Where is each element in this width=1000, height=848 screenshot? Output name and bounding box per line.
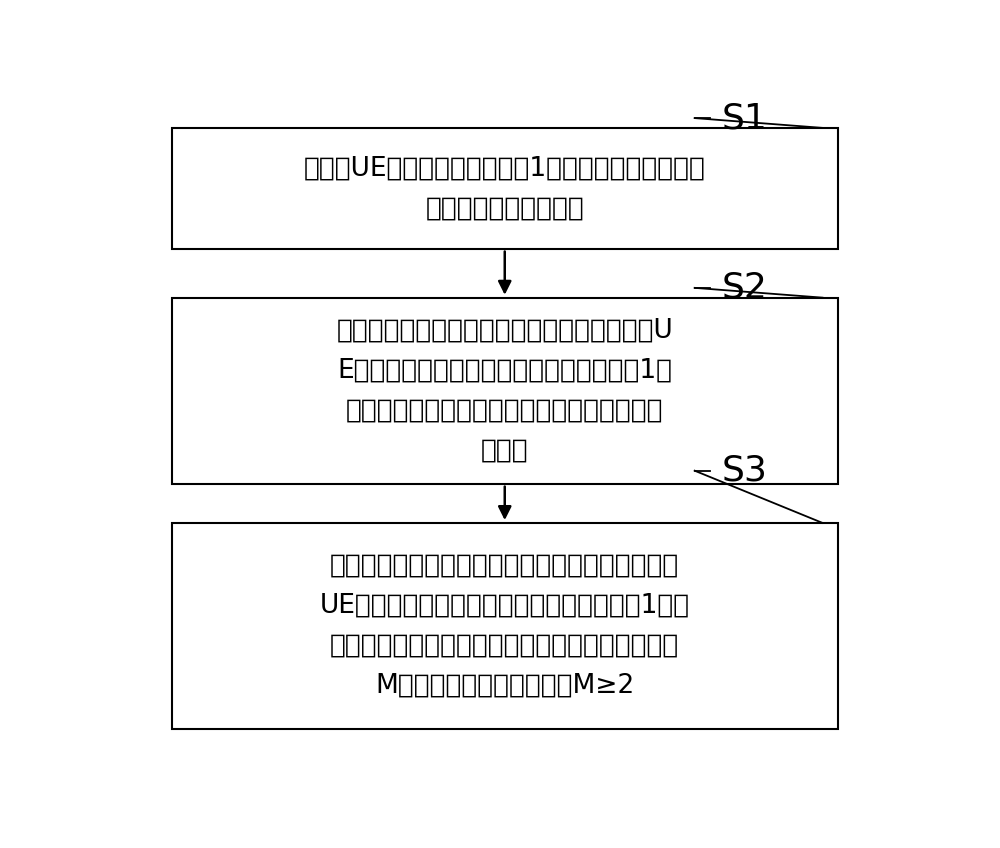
Text: S3: S3 bbox=[722, 454, 768, 488]
Text: S1: S1 bbox=[722, 101, 768, 135]
FancyBboxPatch shape bbox=[172, 523, 838, 728]
Text: 当采用单分支差分模式进行波束上报时，通过U
E级的高层信令动态配置或半静态配置至少1比
特的信令用于指示单分支差分模式中的第一量
化步长: 当采用单分支差分模式进行波束上报时，通过U E级的高层信令动态配置或半静态配置至… bbox=[336, 318, 673, 464]
Text: 通过在UE级的高层信令中携带1比特的信令用于指示确
定终端的测量上报模式: 通过在UE级的高层信令中携带1比特的信令用于指示确 定终端的测量上报模式 bbox=[304, 155, 706, 221]
FancyBboxPatch shape bbox=[172, 128, 838, 248]
FancyBboxPatch shape bbox=[172, 298, 838, 483]
Text: S2: S2 bbox=[722, 271, 768, 304]
Text: 当采用多分支排序差分模式进行波束上报时，通过
UE级的高层信令动态配置或半静态配置至少1比特
的信令用于指示多分支排序差分模式中的分支数目
M和第二量化步长，其: 当采用多分支排序差分模式进行波束上报时，通过 UE级的高层信令动态配置或半静态配… bbox=[320, 553, 690, 699]
